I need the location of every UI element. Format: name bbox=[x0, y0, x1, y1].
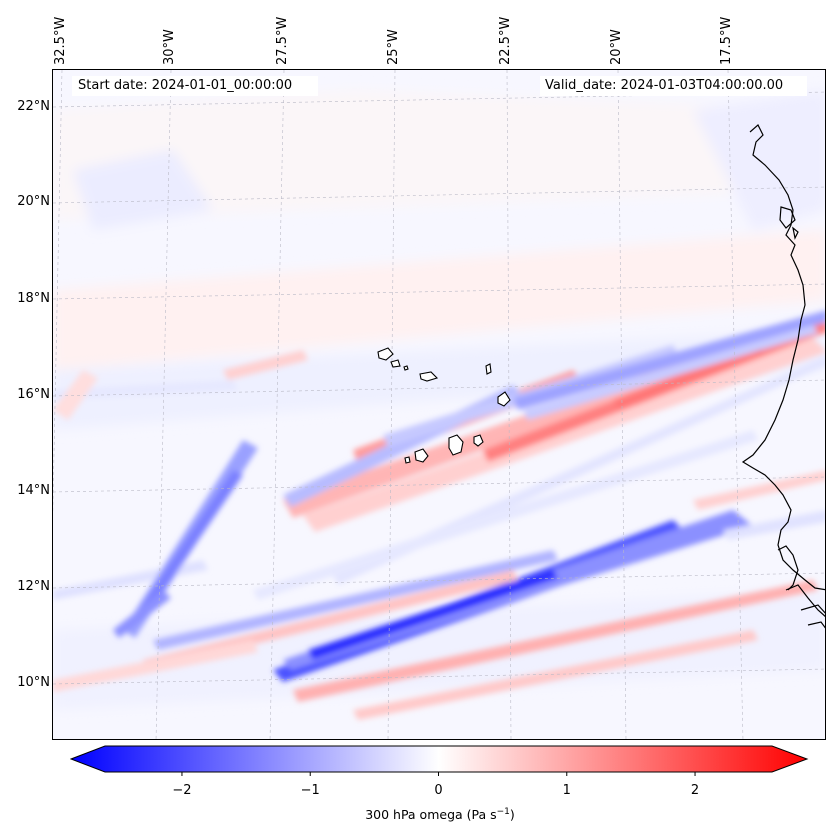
lat-label-18n: 18°N bbox=[17, 291, 50, 306]
lon-label-17-5w: 17.5°W bbox=[719, 16, 734, 65]
map-panel bbox=[52, 69, 826, 740]
lon-label-20w: 20°W bbox=[609, 29, 624, 65]
colorbar-ticks bbox=[181, 772, 696, 776]
island-sao-vicente bbox=[390, 359, 401, 368]
island-sal bbox=[485, 363, 492, 375]
colorbar-tick-label: 0 bbox=[434, 783, 443, 798]
lat-label-16n: 16°N bbox=[17, 387, 50, 402]
graticule bbox=[53, 70, 825, 739]
lat-label-12n: 12°N bbox=[17, 579, 50, 594]
coastline bbox=[741, 124, 825, 629]
colorbar-tick-label: 2 bbox=[690, 783, 700, 798]
lat-label-14n: 14°N bbox=[17, 483, 50, 498]
start-date-label: Start date: 2024-01-01_00:00:00 bbox=[72, 76, 318, 96]
colorbar-gradient bbox=[70, 745, 809, 773]
cape-verde-islands bbox=[377, 347, 511, 464]
lat-label-10n: 10°N bbox=[17, 675, 50, 690]
omega-field bbox=[53, 70, 825, 739]
island-fogo bbox=[414, 448, 429, 463]
island-santa-luzia bbox=[403, 365, 409, 371]
island-boa-vista bbox=[497, 391, 511, 407]
colorbar-title: 300 hPa omega (Pa s−1) bbox=[0, 807, 837, 822]
lat-label-20n: 20°N bbox=[17, 194, 50, 209]
lon-label-32-5w: 32.5°W bbox=[53, 16, 68, 65]
colorbar-tick-label: 1 bbox=[562, 783, 571, 798]
island-sao-nicolau bbox=[419, 371, 439, 382]
island-brava bbox=[404, 456, 411, 464]
lon-label-30w: 30°W bbox=[162, 29, 177, 65]
island-santo-antao bbox=[377, 347, 394, 361]
colorbar-title-exponent: −1 bbox=[496, 807, 510, 817]
lon-label-27-5w: 27.5°W bbox=[275, 16, 290, 65]
colorbar bbox=[70, 745, 809, 776]
island-maio bbox=[473, 434, 484, 447]
lat-label-22n: 22°N bbox=[17, 99, 50, 114]
omega-bands bbox=[53, 310, 825, 720]
lon-label-25w: 25°W bbox=[386, 29, 401, 65]
colorbar-title-suffix: ) bbox=[509, 807, 515, 823]
colorbar-tick-label: −2 bbox=[172, 783, 192, 798]
colorbar-title-text: 300 hPa omega (Pa s bbox=[365, 807, 497, 823]
colorbar-tick-label: −1 bbox=[300, 783, 320, 798]
island-santiago bbox=[448, 434, 464, 456]
valid-date-label: Valid_date: 2024-01-03T04:00:00.00 bbox=[540, 76, 807, 96]
lon-label-22-5w: 22.5°W bbox=[498, 16, 513, 65]
